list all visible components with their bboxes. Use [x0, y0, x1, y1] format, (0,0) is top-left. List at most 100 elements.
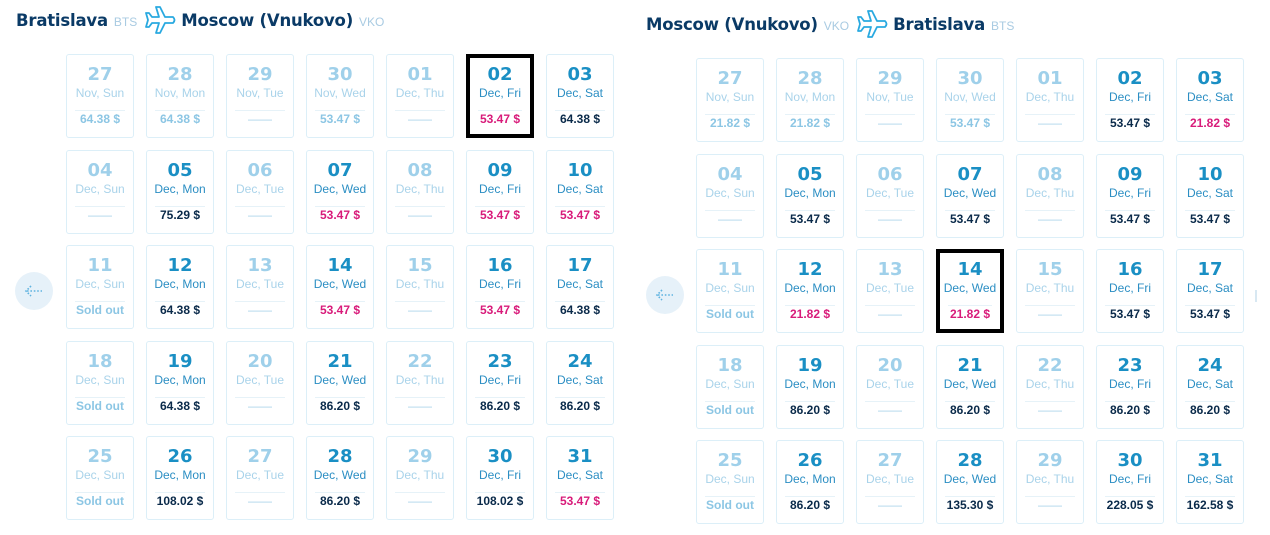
date-cell[interactable]: 01 Dec, Thu —— — [1016, 58, 1084, 142]
date-cell[interactable]: 28 Nov, Mon 64.38 $ — [146, 54, 214, 138]
date-cell[interactable]: 30 Dec, Fri 228.05 $ — [1096, 440, 1164, 524]
date-cell[interactable]: 09 Dec, Fri 53.47 $ — [1096, 153, 1164, 238]
date-cell[interactable]: 26 Dec, Mon 108.02 $ — [146, 436, 214, 520]
date-cell[interactable]: 15 Dec, Thu —— — [1016, 249, 1084, 333]
date-cell[interactable]: 19 Dec, Mon 64.38 $ — [146, 340, 214, 425]
date-cell[interactable]: 03 Dec, Sat 64.38 $ — [546, 54, 614, 138]
return-to-city: Bratislava — [893, 14, 986, 34]
date-cell[interactable]: 04 Dec, Sun —— — [696, 153, 764, 238]
date-cell[interactable]: 22 Dec, Thu —— — [1016, 344, 1084, 429]
date-cell[interactable]: 20 Dec, Tue —— — [856, 344, 924, 429]
date-cell[interactable]: 19 Dec, Mon 86.20 $ — [776, 344, 844, 429]
date-cell[interactable]: 06 Dec, Tue —— — [856, 153, 924, 238]
date-cell[interactable]: 05 Dec, Mon 53.47 $ — [776, 153, 844, 238]
date-divider — [1185, 209, 1235, 211]
outbound-to-city: Moscow (Vnukovo) — [181, 10, 354, 30]
date-cell[interactable]: 15 Dec, Thu —— — [386, 245, 454, 329]
date-cell[interactable]: 27 Dec, Tue —— — [226, 436, 294, 520]
date-cell[interactable]: 23 Dec, Fri 86.20 $ — [1096, 344, 1164, 429]
return-from-code: VKO — [823, 18, 850, 33]
date-month-weekday: Nov, Sun — [705, 90, 755, 104]
outbound-prev-button[interactable] — [15, 272, 53, 310]
date-day-number: 23 — [487, 350, 513, 372]
date-cell[interactable]: 05 Dec, Mon 75.29 $ — [146, 149, 214, 234]
date-month-weekday: Dec, Fri — [479, 181, 521, 196]
date-divider — [865, 114, 915, 115]
date-price: 53.47 $ — [319, 303, 361, 317]
date-cell[interactable]: 13 Dec, Tue —— — [226, 245, 294, 329]
date-price: —— — [248, 398, 272, 413]
date-cell[interactable]: 30 Dec, Fri 108.02 $ — [466, 436, 534, 520]
date-cell[interactable]: 02 Dec, Fri 53.47 $ — [466, 54, 534, 138]
date-day-number: 14 — [957, 259, 983, 280]
date-day-number: 11 — [87, 255, 113, 276]
date-cell[interactable]: 10 Dec, Sat 53.47 $ — [546, 149, 614, 234]
date-cell[interactable]: 24 Dec, Sat 86.20 $ — [1176, 344, 1244, 429]
date-divider — [555, 110, 605, 111]
date-price: 53.47 $ — [479, 303, 521, 317]
sold-out-label: Sold out — [706, 307, 754, 321]
date-cell[interactable]: 27 Dec, Tue —— — [856, 440, 924, 524]
date-cell[interactable]: 18 Dec, Sun Sold out — [696, 344, 764, 429]
date-cell[interactable]: 29 Nov, Tue —— — [856, 58, 924, 142]
date-cell[interactable]: 04 Dec, Sun —— — [66, 149, 134, 234]
date-cell[interactable]: 27 Nov, Sun 21.82 $ — [696, 58, 764, 142]
date-cell[interactable]: 12 Dec, Mon 64.38 $ — [146, 245, 214, 329]
date-cell[interactable]: 21 Dec, Wed 86.20 $ — [936, 344, 1004, 429]
date-cell[interactable]: 07 Dec, Wed 53.47 $ — [936, 153, 1004, 238]
date-cell[interactable]: 14 Dec, Wed 53.47 $ — [306, 245, 374, 329]
date-cell[interactable]: 30 Nov, Wed 53.47 $ — [936, 58, 1004, 142]
date-cell[interactable]: 29 Nov, Tue —— — [226, 54, 294, 138]
date-price: 64.38 $ — [159, 112, 201, 126]
date-cell[interactable]: 24 Dec, Sat 86.20 $ — [546, 340, 614, 425]
date-cell[interactable]: 06 Dec, Tue —— — [226, 149, 294, 234]
date-cell[interactable]: 18 Dec, Sun Sold out — [66, 340, 134, 425]
date-divider — [75, 301, 125, 302]
date-cell[interactable]: 16 Dec, Fri 53.47 $ — [1096, 249, 1164, 333]
date-cell[interactable]: 22 Dec, Thu —— — [386, 340, 454, 425]
date-cell[interactable]: 17 Dec, Sat 64.38 $ — [546, 245, 614, 329]
arrow-left-dotted-icon — [655, 289, 673, 301]
date-cell[interactable]: 09 Dec, Fri 53.47 $ — [466, 149, 534, 234]
date-cell[interactable]: 01 Dec, Thu —— — [386, 54, 454, 138]
date-divider — [705, 496, 755, 497]
date-cell[interactable]: 11 Dec, Sun Sold out — [696, 249, 764, 333]
date-cell[interactable]: 31 Dec, Sat 53.47 $ — [546, 436, 614, 520]
return-prev-button[interactable] — [646, 276, 684, 314]
date-cell[interactable]: 26 Dec, Mon 86.20 $ — [776, 440, 844, 524]
date-cell[interactable]: 17 Dec, Sat 53.47 $ — [1176, 249, 1244, 333]
date-cell[interactable]: 30 Nov, Wed 53.47 $ — [306, 54, 374, 138]
date-cell[interactable]: 10 Dec, Sat 53.47 $ — [1176, 153, 1244, 238]
date-cell[interactable]: 14 Dec, Wed 21.82 $ — [936, 249, 1004, 333]
date-month-weekday: Nov, Tue — [866, 90, 914, 104]
date-cell[interactable]: 12 Dec, Mon 21.82 $ — [776, 249, 844, 333]
date-cell[interactable]: 29 Dec, Thu —— — [386, 436, 454, 520]
date-cell[interactable]: 03 Dec, Sat 21.82 $ — [1176, 58, 1244, 142]
date-cell[interactable]: 08 Dec, Thu —— — [1016, 153, 1084, 238]
date-cell[interactable]: 25 Dec, Sun Sold out — [696, 440, 764, 524]
date-day-number: 27 — [717, 68, 743, 89]
date-cell[interactable]: 28 Dec, Wed 135.30 $ — [936, 440, 1004, 524]
outbound-route-header: Bratislava BTS Moscow (Vnukovo) VKO — [16, 6, 384, 34]
date-month-weekday: Dec, Mon — [154, 468, 206, 482]
date-month-weekday: Dec, Wed — [313, 468, 367, 482]
date-cell[interactable]: 27 Nov, Sun 64.38 $ — [66, 54, 134, 138]
date-price: 64.38 $ — [79, 112, 121, 126]
date-divider — [75, 492, 125, 493]
date-cell[interactable]: 02 Dec, Fri 53.47 $ — [1096, 58, 1164, 142]
date-cell[interactable]: 08 Dec, Thu —— — [386, 149, 454, 234]
date-cell[interactable]: 25 Dec, Sun Sold out — [66, 436, 134, 520]
date-cell[interactable]: 16 Dec, Fri 53.47 $ — [466, 245, 534, 329]
date-cell[interactable]: 28 Dec, Wed 86.20 $ — [306, 436, 374, 520]
date-cell[interactable]: 11 Dec, Sun Sold out — [66, 245, 134, 329]
date-cell[interactable]: 21 Dec, Wed 86.20 $ — [306, 340, 374, 425]
date-cell[interactable]: 13 Dec, Tue —— — [856, 249, 924, 333]
date-cell[interactable]: 28 Nov, Mon 21.82 $ — [776, 58, 844, 142]
date-cell[interactable]: 20 Dec, Tue —— — [226, 340, 294, 425]
outbound-from-city: Bratislava — [16, 10, 108, 30]
date-divider — [75, 110, 125, 111]
date-cell[interactable]: 07 Dec, Wed 53.47 $ — [306, 149, 374, 234]
date-cell[interactable]: 31 Dec, Sat 162.58 $ — [1176, 440, 1244, 524]
date-cell[interactable]: 29 Dec, Thu —— — [1016, 440, 1084, 524]
date-cell[interactable]: 23 Dec, Fri 86.20 $ — [466, 340, 534, 425]
